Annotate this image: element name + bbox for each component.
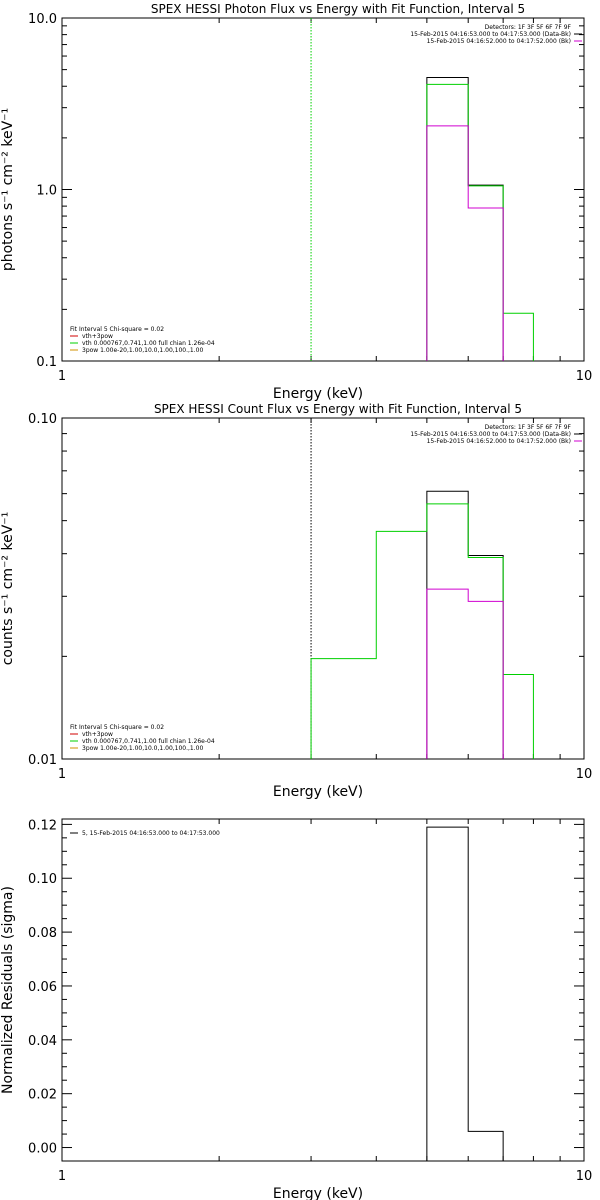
y-tick-label: 0.10 <box>28 872 57 887</box>
series-line <box>426 83 534 361</box>
header-text-line: 15-Feb-2015 04:16:53.000 to 04:17:53.000… <box>410 31 571 38</box>
y-tick-label: 10.0 <box>28 12 57 27</box>
chart-panel-3: 1 10 0.00 0.02 0.04 0.06 0.08 0.10 0.12 Energy (k… <box>0 818 592 1200</box>
header-text-line: Detectors: 1F 3F 5F 6F 7F 9F <box>485 424 572 431</box>
y-tick-label: 0.02 <box>28 1088 57 1103</box>
y-tick-label: 0.00 <box>28 1142 57 1157</box>
header-text-line: 15-Feb-2015 04:16:52.000 to 04:17:52.000… <box>427 438 571 445</box>
x-tick-label: 1 <box>58 767 66 782</box>
legend-entry: vth+3pow <box>82 731 113 738</box>
series-line <box>426 588 504 759</box>
plot-frame <box>61 17 585 362</box>
legend-entry: vth+3pow <box>82 333 113 340</box>
header-text-line: 15-Feb-2015 04:16:52.000 to 04:17:52.000… <box>427 38 571 45</box>
series-line <box>426 125 504 361</box>
y-tick-label: 0.08 <box>28 926 57 941</box>
y-tick-label: 0.01 <box>28 753 57 768</box>
legend-title: Fit Interval 5 Chi-square = 0.02 <box>70 724 164 731</box>
y-axis-label: Normalized Residuals (sigma) <box>0 886 16 1094</box>
y-tick-label: 0.10 <box>28 412 57 427</box>
chart-title: SPEX HESSI Photon Flux vs Energy with Fi… <box>151 2 525 16</box>
y-axis-label: photons s⁻¹ cm⁻² keV⁻¹ <box>0 108 16 271</box>
legend-entry: vth 0.000767,0.741,1.00 full chian 1.26e… <box>82 340 215 347</box>
x-tick-label: 10 <box>576 767 593 782</box>
legend-entry: vth 0.000767,0.741,1.00 full chian 1.26e… <box>82 738 215 745</box>
y-tick-label: 0.12 <box>28 818 57 833</box>
y-tick-label: 0.1 <box>36 355 57 370</box>
series-line <box>426 76 504 361</box>
chart-title: SPEX HESSI Count Flux vs Energy with Fit… <box>154 402 522 416</box>
legend-title: Fit Interval 5 Chi-square = 0.02 <box>70 326 164 333</box>
series-line <box>426 490 504 759</box>
x-axis-label: Energy (keV) <box>273 1186 363 1200</box>
chart-panel-2: SPEX HESSI Count Flux vs Energy with Fit… <box>0 402 592 800</box>
header-text-line: 15-Feb-2015 04:16:53.000 to 04:17:53.000… <box>410 431 571 438</box>
x-tick-label: 10 <box>576 369 593 384</box>
y-tick-label: 0.04 <box>28 1034 57 1049</box>
legend-entry: 5, 15-Feb-2015 04:16:53.000 to 04:17:53.… <box>82 830 220 837</box>
x-axis-label: Energy (keV) <box>273 784 363 800</box>
chart-panel-1: SPEX HESSI Photon Flux vs Energy with Fi… <box>0 2 592 402</box>
legend-entry: 3pow 1.00e-20,1.00,10.0,1.00,100.,1.00 <box>82 745 203 752</box>
y-axis-label: counts s⁻¹ cm⁻² keV⁻¹ <box>0 512 16 666</box>
legend-entry: 3pow 1.00e-20,1.00,10.0,1.00,100.,1.00 <box>82 347 203 354</box>
y-tick-label: 1.0 <box>36 184 57 199</box>
y-tick-label: 0.06 <box>28 980 57 995</box>
series-line <box>426 826 504 1161</box>
x-axis-label: Energy (keV) <box>273 386 363 402</box>
x-tick-label: 1 <box>58 369 66 384</box>
plot-frame <box>61 818 585 1162</box>
x-tick-label: 1 <box>58 1169 66 1184</box>
series-line <box>310 503 534 759</box>
x-tick-label: 10 <box>576 1169 593 1184</box>
header-text-line: Detectors: 1F 3F 5F 6F 7F 9F <box>485 24 572 31</box>
plot-frame <box>61 417 585 760</box>
